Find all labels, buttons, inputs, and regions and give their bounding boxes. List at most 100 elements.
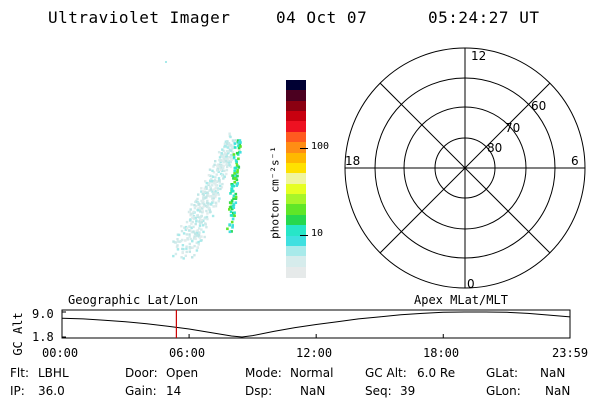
aurora-bright-pixel [237,157,240,161]
aurora-pixel [177,240,180,243]
x-tick-label-1800: 18:00 [423,346,460,360]
aurora-pixel [200,218,203,222]
aurora-pixel [225,172,228,176]
aurora-pixel [187,229,191,232]
info-glat-value: NaN [540,366,566,380]
aurora-pixel [232,141,236,144]
aurora-pixel [191,220,194,224]
aurora-pixel [225,162,229,166]
aurora-pixel [195,241,198,244]
aurora-pixel [188,250,191,253]
colorbar-segment [286,266,306,278]
aurora-pixel [209,187,212,190]
aurora-bright-pixel [228,208,231,211]
aurora-pixel [219,172,223,176]
aurora-bright-pixel [232,177,235,180]
aurora-pixel [208,168,212,171]
aurora-pixel [188,233,191,236]
aurora-pixel [212,195,215,198]
aurora-pixel [198,231,201,234]
colorbar-tick-10 [300,235,308,236]
info-flt-value: LBHL [38,366,69,380]
aurora-pixel [195,231,199,235]
aurora-pixel [184,254,187,257]
aurora-pixel [230,143,233,147]
aurora-pixel [192,217,196,220]
info-door-value: Open [166,366,199,380]
aurora-pixel [204,185,208,189]
x-tick-label-1200: 12:00 [296,346,333,360]
aurora-pixel [193,215,196,219]
aurora-pixel [212,197,215,200]
aurora-pixel [198,224,202,227]
time-label: 05:24:27 UT [428,8,540,27]
aurora-bright-pixel [233,142,237,145]
aurora-pixel [198,222,202,225]
aurora-pixel [218,159,221,162]
aurora-pixel [225,168,229,172]
lat-label-60: 60 [531,99,546,113]
colorbar-segment [286,131,306,143]
x-tick-label-0000: 00:00 [42,346,79,360]
aurora-pixel [193,235,196,238]
aurora-pixel [211,190,214,193]
aurora-pixel [205,209,208,213]
aurora-pixel [184,228,187,231]
aurora-pixel [180,256,183,259]
aurora-pixel [203,217,206,220]
x-tick-label-0600: 06:00 [169,346,206,360]
colorbar-segment [286,214,306,226]
aurora-pixel [201,200,204,203]
info-gcalt-value: 6.0 Re [417,366,456,380]
aurora-pixel [201,202,204,205]
aurora-pixel [172,240,175,243]
aurora-pixel [215,173,218,176]
aurora-pixel [185,233,188,236]
colorbar-segment [286,173,306,185]
date-label: 04 Oct 07 [276,8,368,27]
aurora-pixel [185,220,189,224]
aurora-pixel [198,236,202,239]
aurora-pixel [205,187,208,190]
aurora-pixel [185,250,188,254]
polar-diagonal-2 [379,82,551,254]
aurora-pixel [189,212,193,216]
aurora-bright-pixel [234,159,238,162]
colorbar-segment [286,183,306,195]
timeline-frame [61,309,571,339]
y-tick-label-min: 1.8 [32,330,54,344]
aurora-pixel [185,227,189,230]
aurora-pixel [181,244,185,247]
lat-label-70: 70 [505,121,520,135]
aurora-pixel [229,149,233,152]
colorbar-segment [286,256,306,268]
aurora-pixel [195,220,198,223]
aurora-pixel [174,252,178,256]
aurora-pixel [209,202,212,206]
aurora-pixel [221,182,224,186]
aurora-pixel [197,240,200,244]
aurora-pixel [213,179,217,182]
aurora-pixel [196,214,199,218]
aurora-bright-pixel [230,187,233,190]
aurora-pixel [206,217,209,221]
aurora-pixel [223,153,226,156]
aurora-pixel [207,204,210,207]
aurora-pixel [218,179,221,182]
colorbar-segment [286,235,306,247]
aurora-pixel [198,227,201,230]
aurora-pixel [200,221,204,224]
aurora-pixel [217,200,220,203]
colorbar-segment [286,90,306,102]
aurora-bright-pixel [237,141,241,144]
aurora-pixel [176,248,180,251]
colorbar-segment [286,121,306,133]
aurora-pixel [222,166,225,170]
aurora-bright-pixel [228,223,231,226]
aurora-pixel [194,237,197,241]
aurora-pixel [210,178,213,181]
aurora-pixel [211,175,215,178]
aurora-bright-pixel [237,139,240,142]
aurora-pixel [217,170,220,173]
aurora-pixel [203,190,207,193]
